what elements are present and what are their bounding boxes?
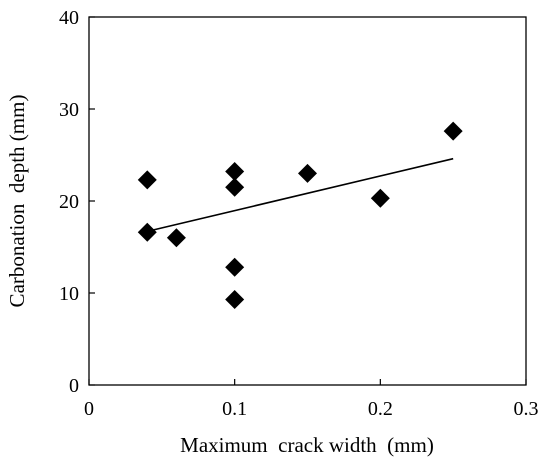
x-tick-label: 0.1 <box>222 398 247 420</box>
data-point <box>225 289 245 309</box>
x-tick-label: 0 <box>84 398 94 420</box>
data-point <box>225 162 245 182</box>
data-point <box>298 163 317 183</box>
tick-labels: 0 10 20 30 40 0 0.1 0.2 0.3 <box>59 7 539 420</box>
data-point <box>443 121 463 141</box>
y-tick-label: 0 <box>69 375 79 397</box>
x-axis-title: Maximum crack width (mm) <box>180 433 434 457</box>
y-tick-label: 40 <box>59 7 79 29</box>
data-point <box>225 177 245 197</box>
y-tick-label: 20 <box>59 191 79 213</box>
y-axis-title: Carbonation depth (mm) <box>5 95 29 308</box>
y-tick-label: 30 <box>59 99 79 121</box>
data-point <box>370 188 390 208</box>
y-tick-label: 10 <box>59 283 79 305</box>
data-point <box>137 170 157 190</box>
x-tick-label: 0.3 <box>514 398 539 420</box>
plot-frame <box>88 16 527 386</box>
data-point <box>225 257 245 277</box>
data-points <box>137 121 463 309</box>
axis-ticks <box>88 16 527 386</box>
data-point <box>166 228 186 248</box>
x-tick-label: 0.2 <box>368 398 393 420</box>
data-point <box>137 222 157 242</box>
trend-line <box>147 157 454 233</box>
